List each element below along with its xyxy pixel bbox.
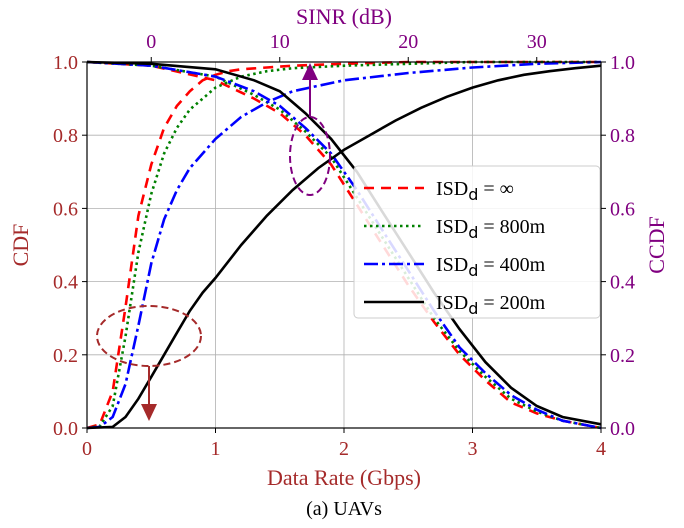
y-tick-label-right-3: 0.6 — [610, 198, 635, 220]
y-tick-label-left-5: 1.0 — [53, 52, 78, 74]
ccdf-annotation-ellipse — [289, 116, 331, 196]
y-axis-title-left: CDF — [8, 224, 33, 267]
cdf-line-3 — [86, 64, 602, 430]
x-axis-title: Data Rate (Gbps) — [267, 465, 421, 490]
x2-tick-label-0: 0 — [146, 31, 156, 53]
y-tick-label-left-3: 0.6 — [53, 198, 78, 220]
x-tick-label-0: 0 — [82, 438, 92, 460]
cdf-annotation-ellipse — [96, 305, 202, 367]
y-tick-label-left-1: 0.2 — [53, 345, 78, 367]
x-tick-label-4: 4 — [596, 438, 606, 460]
legend-label-0: ISDd = ∞ — [436, 178, 514, 204]
legend-label-2: ISDd = 400m — [436, 254, 546, 280]
ccdf-line-0 — [86, 60, 602, 430]
y-tick-label-right-5: 1.0 — [610, 52, 635, 74]
y-tick-label-left-0: 0.0 — [53, 418, 78, 440]
y-tick-label-right-0: 0.0 — [610, 418, 635, 440]
y-tick-label-left-4: 0.8 — [53, 125, 78, 147]
x2-axis-title: SINR (dB) — [296, 4, 392, 29]
legend-label-1: ISDd = 800m — [436, 216, 546, 242]
y-axis-title-right: CCDF — [644, 216, 669, 273]
x2-tick-label-1: 10 — [270, 31, 290, 53]
legend-box — [353, 165, 601, 319]
annotations — [96, 63, 331, 421]
cdf-line-2 — [86, 60, 602, 430]
y-tick-label-right-1: 0.2 — [610, 345, 635, 367]
x2-tick-label-2: 20 — [398, 31, 418, 53]
ccdf-annotation-arrowhead — [302, 63, 318, 80]
legend: ISDd = ∞ ISDd = 800m ISDd = 400m ISDd = 200… — [353, 165, 601, 319]
legend-label-3: ISDd = 200m — [436, 292, 546, 318]
y-tick-label-right-2: 0.4 — [610, 272, 635, 294]
x-tick-label-2: 2 — [339, 438, 349, 460]
figure-caption: (a) UAVs — [306, 498, 382, 520]
y-tick-label-left-2: 0.4 — [53, 272, 78, 294]
x2-tick-label-3: 30 — [527, 31, 547, 53]
x-tick-label-1: 1 — [211, 438, 221, 460]
y-tick-label-right-4: 0.8 — [610, 125, 635, 147]
ticks: 0 1 2 3 40.00.20.40.60.81.00.00.20.40.60.81.… — [53, 31, 635, 460]
x-tick-label-3: 3 — [468, 438, 478, 460]
cdf-annotation-arrowhead — [141, 404, 157, 421]
